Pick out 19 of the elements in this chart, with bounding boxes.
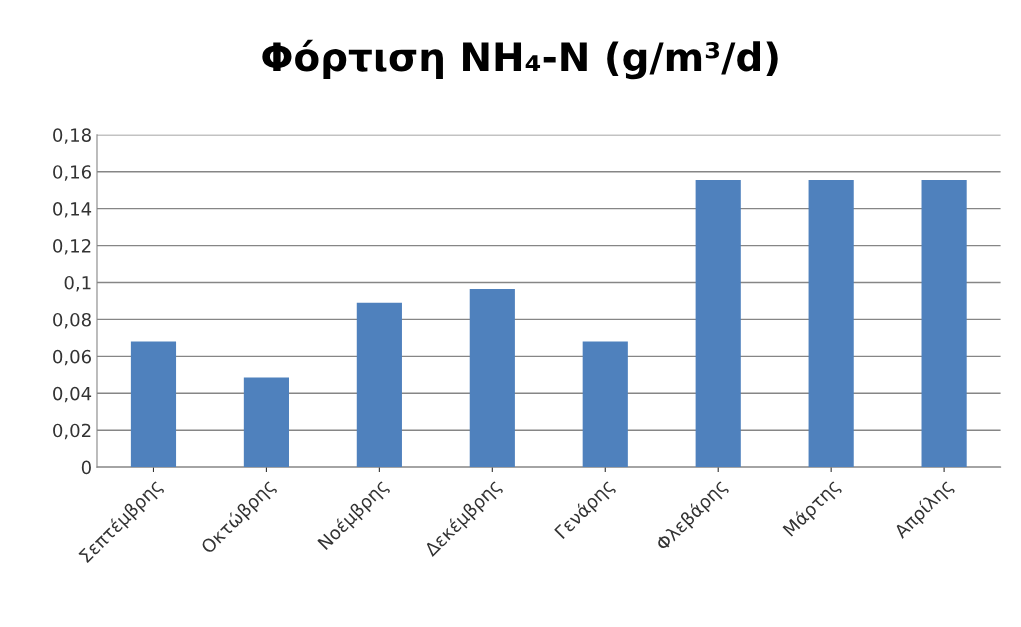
bar [808, 180, 854, 468]
y-tick-label: 0,08 [53, 312, 91, 329]
bar [243, 377, 290, 468]
bar [130, 341, 177, 468]
y-tick-label: 0,04 [53, 386, 92, 403]
y-tick-label: 0 [81, 460, 91, 475]
y-tick-label: 0,14 [53, 202, 92, 218]
bar [695, 180, 741, 468]
bar [582, 341, 628, 468]
y-tick-label: 0,1 [64, 275, 91, 292]
bar [356, 302, 402, 468]
bar [921, 180, 967, 468]
y-tick-label: 0,02 [53, 423, 91, 440]
y-tick-label: 0,18 [53, 128, 91, 144]
chart-title: Φόρτιση NH₄-N (g/m³/d) [262, 39, 778, 80]
y-tick-label: 0,06 [53, 349, 91, 366]
bar [469, 288, 515, 468]
y-tick-label: 0,12 [53, 239, 91, 255]
y-tick-label: 0,16 [53, 165, 91, 181]
